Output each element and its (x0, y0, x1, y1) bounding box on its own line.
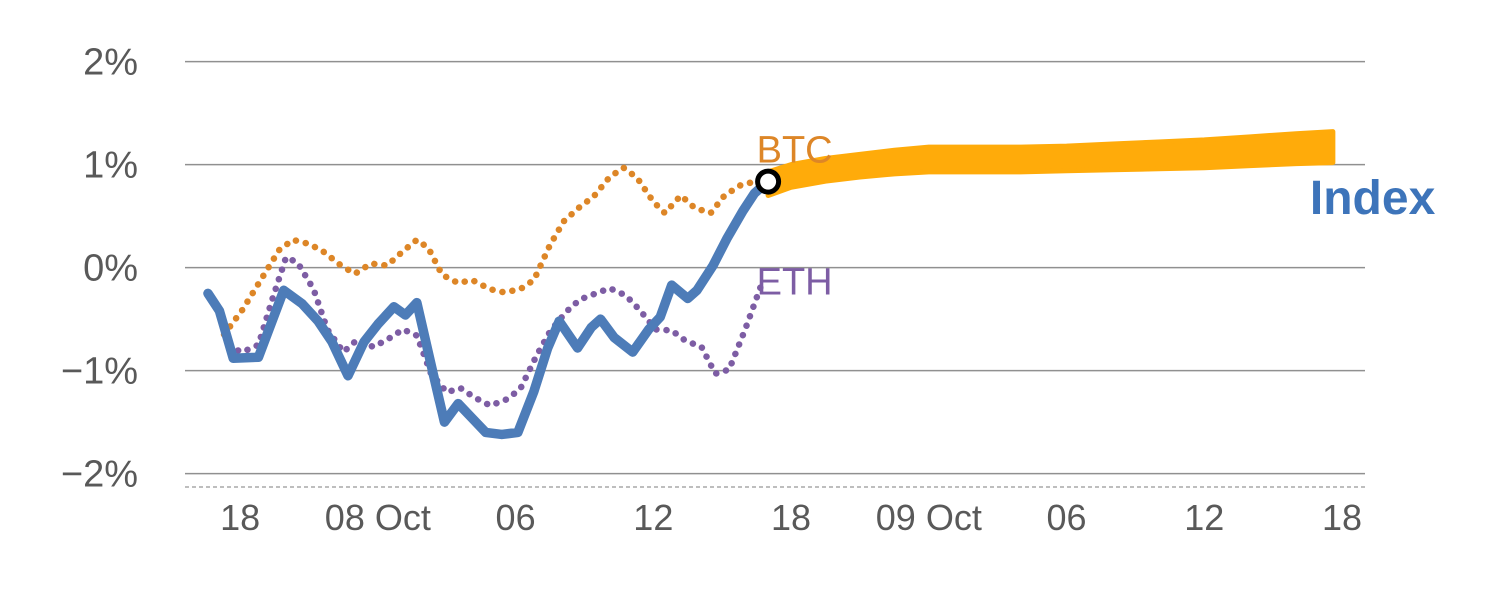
x-tick-label: 06 (496, 497, 536, 538)
x-tick-label: 18 (220, 497, 260, 538)
index-label: Index (1310, 172, 1436, 225)
index-line (203, 176, 773, 440)
forecast-start-marker (755, 168, 782, 195)
x-tick-label: 09 Oct (876, 497, 982, 538)
eth-label: ETH (757, 261, 833, 303)
y-tick-label: 0% (83, 248, 138, 290)
x-tick-label: 12 (1184, 497, 1224, 538)
btc-label: BTC (757, 130, 833, 172)
y-tick-label: 1% (83, 145, 138, 187)
eth-line (225, 254, 765, 409)
x-tick-label: 12 (633, 497, 673, 538)
x-tick-label: 18 (1322, 497, 1362, 538)
forecast-band (765, 129, 1336, 199)
x-tick-label: 08 Oct (325, 497, 431, 538)
y-tick-label: −1% (61, 351, 138, 393)
x-tick-label: 06 (1047, 497, 1087, 538)
y-tick-label: −2% (61, 454, 138, 496)
y-tick-label: 2% (83, 42, 138, 84)
x-tick-label: 18 (771, 497, 811, 538)
